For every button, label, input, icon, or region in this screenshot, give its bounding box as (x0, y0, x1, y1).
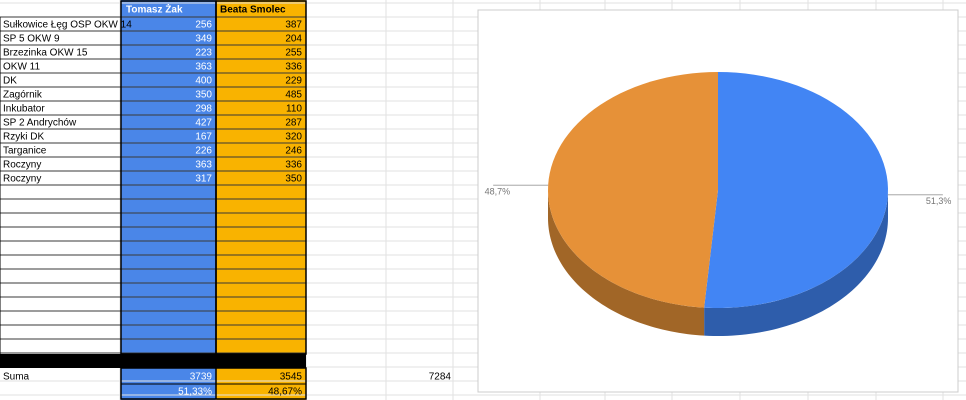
total-value[interactable]: 3739 (190, 372, 213, 383)
cell-value[interactable]: 223 (195, 48, 212, 59)
row-label[interactable]: Zagórnik (3, 90, 43, 101)
cell-value[interactable]: 317 (195, 174, 212, 185)
slice-label: 51,3% (926, 196, 952, 206)
cell-value[interactable]: 110 (286, 104, 302, 115)
cell-value[interactable]: 350 (285, 174, 302, 185)
pie-slice[interactable] (548, 72, 718, 308)
row-label[interactable]: SP 5 OKW 9 (3, 34, 60, 45)
pie-slice[interactable] (704, 72, 888, 308)
total-value[interactable]: 3545 (280, 372, 303, 383)
header-cell[interactable]: Beata Smolec (220, 5, 286, 16)
cell-value[interactable]: 427 (195, 118, 212, 129)
row-label[interactable]: Targanice (3, 146, 47, 157)
cell-value[interactable]: 256 (195, 20, 212, 31)
row-label[interactable]: OKW 11 (3, 62, 40, 73)
row-label[interactable]: Brzezinka OKW 15 (3, 48, 88, 59)
cell-value[interactable]: 287 (285, 118, 302, 129)
cell-value[interactable]: 363 (195, 160, 212, 171)
row-label[interactable]: Roczyny (3, 160, 41, 171)
slice-label: 48,7% (485, 187, 511, 197)
header-cell[interactable]: Tomasz Żak (126, 3, 183, 16)
row-label[interactable]: SP 2 Andrychów (3, 118, 77, 129)
cell-value[interactable]: 255 (285, 48, 302, 59)
cell-value[interactable]: 229 (285, 76, 302, 87)
cell-value[interactable]: 336 (285, 62, 302, 73)
cell-value[interactable]: 349 (195, 34, 212, 45)
cell-value[interactable]: 298 (195, 104, 212, 115)
cell-value[interactable]: 485 (285, 90, 302, 101)
row-label[interactable]: Inkubator (3, 104, 45, 115)
cell-value[interactable]: 350 (195, 90, 212, 101)
cell-value[interactable]: 363 (195, 62, 212, 73)
cell-value[interactable]: 320 (285, 132, 302, 143)
total-sum[interactable]: 7284 (429, 372, 452, 383)
share-value[interactable]: 51,33% (178, 387, 212, 398)
cell-value[interactable]: 167 (195, 132, 212, 143)
cell-value[interactable]: 226 (195, 146, 212, 157)
total-label[interactable]: Suma (3, 372, 30, 383)
cell-value[interactable]: 246 (285, 146, 302, 157)
cell-value[interactable]: 400 (195, 76, 212, 87)
share-value[interactable]: 48,67% (268, 387, 302, 398)
row-label[interactable]: Rzyki DK (3, 132, 44, 143)
row-label[interactable]: Roczyny (3, 174, 41, 185)
separator-row (0, 354, 306, 368)
row-label[interactable]: Sułkowice Łęg OSP OKW 14 (3, 20, 132, 31)
cell-value[interactable]: 204 (285, 34, 302, 45)
pie-side (548, 190, 705, 336)
pie-side (704, 190, 888, 336)
row-label[interactable]: DK (3, 76, 17, 87)
cell-value[interactable]: 387 (285, 20, 302, 31)
cell-value[interactable]: 336 (285, 160, 302, 171)
